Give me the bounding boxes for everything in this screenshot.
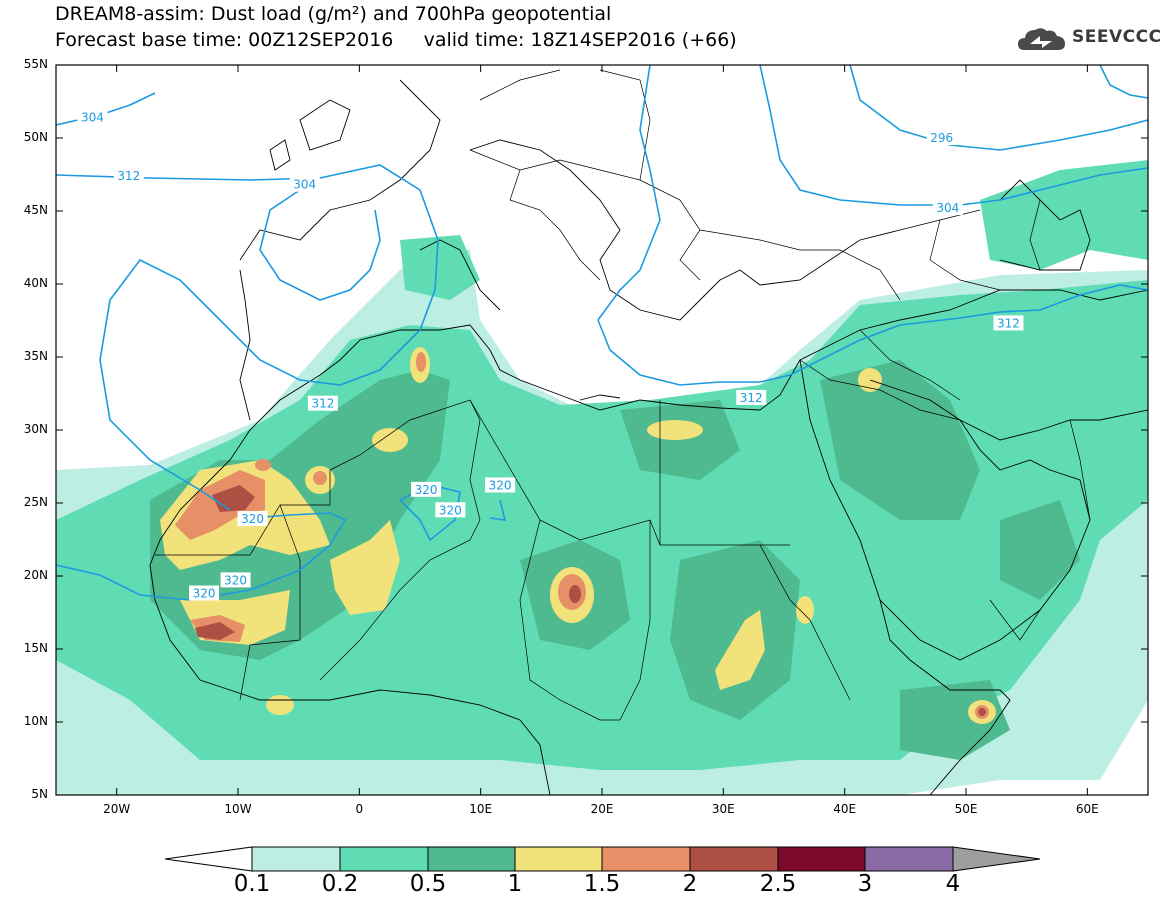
contour-label: 320 [237,511,268,527]
country-borders [155,69,1091,721]
colorbar-label: 1 [507,871,523,897]
contour-label-text: 320 [489,478,512,492]
colorbar-swatch-1 [514,846,603,872]
colorbar-label: 2 [682,871,698,897]
colorbar-swatch-0-5 [427,846,516,872]
colorbar-swatch-2 [689,846,779,872]
tick-marks [56,64,1148,796]
lon-tick-label: 50E [954,802,978,816]
contour-label: 320 [411,481,442,497]
contour-label-background [435,502,466,518]
contour-label-background [993,315,1024,331]
colorbar-label: 4 [945,871,961,897]
lon-tick-label: 10E [469,802,493,816]
contour-label-text: 320 [415,483,438,497]
seevccc-logo: SEEVCCC [1016,24,1161,54]
lat-tick-label: 10N [23,714,48,728]
contour-label-text: 304 [81,111,104,125]
cloud-logo-icon [1018,28,1065,50]
colorbar-swatch-0-2 [339,846,429,872]
forecast-time-line: Forecast base time: 00Z12SEP2016 valid t… [55,29,737,51]
colorbar-swatch-2-5 [777,846,866,872]
contour-label: 304 [289,176,320,192]
lat-tick-label: 15N [23,641,48,655]
contour-label: 320 [435,502,466,518]
contour-label-background [237,511,268,527]
contour-label-background [113,167,144,183]
coastlines [149,79,1148,795]
contour-label-text: 312 [311,397,334,411]
contour-label: 320 [220,572,251,588]
contour-label: 296 [926,130,957,145]
lat-tick-label: 50N [23,130,48,144]
contour-label-background [220,572,251,588]
chart-title: DREAM8-assim: Dust load (g/m²) and 700hP… [55,3,612,25]
contour-label: 320 [485,477,516,493]
contour-label: 304 [932,200,963,216]
colorbar [164,846,1041,872]
lat-tick-label: 55N [23,57,48,71]
contour-label: 312 [993,315,1024,331]
lon-tick-label: 30E [711,802,735,816]
contour-label: 312 [736,389,767,405]
colorbar-label: 0.2 [321,871,359,897]
colorbar-label: 0.5 [409,871,447,897]
lon-tick-label: 10W [224,802,252,816]
contour-label: 312 [307,395,338,411]
lon-tick-label: 60E [1075,802,1099,816]
lat-tick-label: 20N [23,568,48,582]
contour-label-background [736,389,767,405]
contour-label: 312 [113,167,144,183]
lon-tick-label: 20E [590,802,614,816]
lat-tick-label: 40N [23,276,48,290]
contour-label-text: 320 [241,512,264,526]
colorbar-label: 1.5 [583,871,621,897]
colorbar-swatch-1-5 [601,846,691,872]
contour-label-text: 320 [439,503,462,517]
contour-label-background [77,109,108,125]
geopotential-contours [56,65,1148,601]
lat-tick-label: 30N [23,422,48,436]
lon-tick-label: 0 [355,802,364,816]
contour-label-background [189,585,220,601]
contour-label-text: 304 [936,201,959,215]
colorbar-label: 3 [857,871,873,897]
contour-label-text: 320 [193,587,216,601]
contour-label-background [485,477,516,493]
colorbar-label: 2.5 [759,871,797,897]
dust-field [56,160,1148,795]
contour-label-background [926,130,957,145]
contour-label-background [307,395,338,411]
contour-label: 304 [77,109,108,125]
contour-label-text: 312 [117,169,140,183]
contour-label-background [932,200,963,216]
contour-label-text: 320 [224,573,247,587]
contour-label: 320 [189,585,220,601]
contour-label-text: 312 [740,391,763,405]
lat-tick-label: 25N [23,495,48,509]
lat-tick-label: 35N [23,349,48,363]
lat-tick-label: 5N [31,787,48,801]
contour-label-background [289,176,320,192]
colorbar-high-arrow [952,846,1041,872]
logo-text: SEEVCCC [1072,27,1162,47]
colorbar-swatch-0-1 [251,846,341,872]
colorbar-swatch-3 [864,846,954,872]
contour-label-text: 296 [930,131,953,145]
lon-tick-label: 40E [833,802,857,816]
colorbar-label: 0.1 [233,871,271,897]
contour-label-text: 304 [293,178,316,192]
lat-tick-label: 45N [23,203,48,217]
contour-label-background [411,481,442,497]
lon-tick-label: 20W [103,802,131,816]
contour-label-text: 312 [997,316,1020,330]
colorbar-low-arrow [164,846,253,872]
